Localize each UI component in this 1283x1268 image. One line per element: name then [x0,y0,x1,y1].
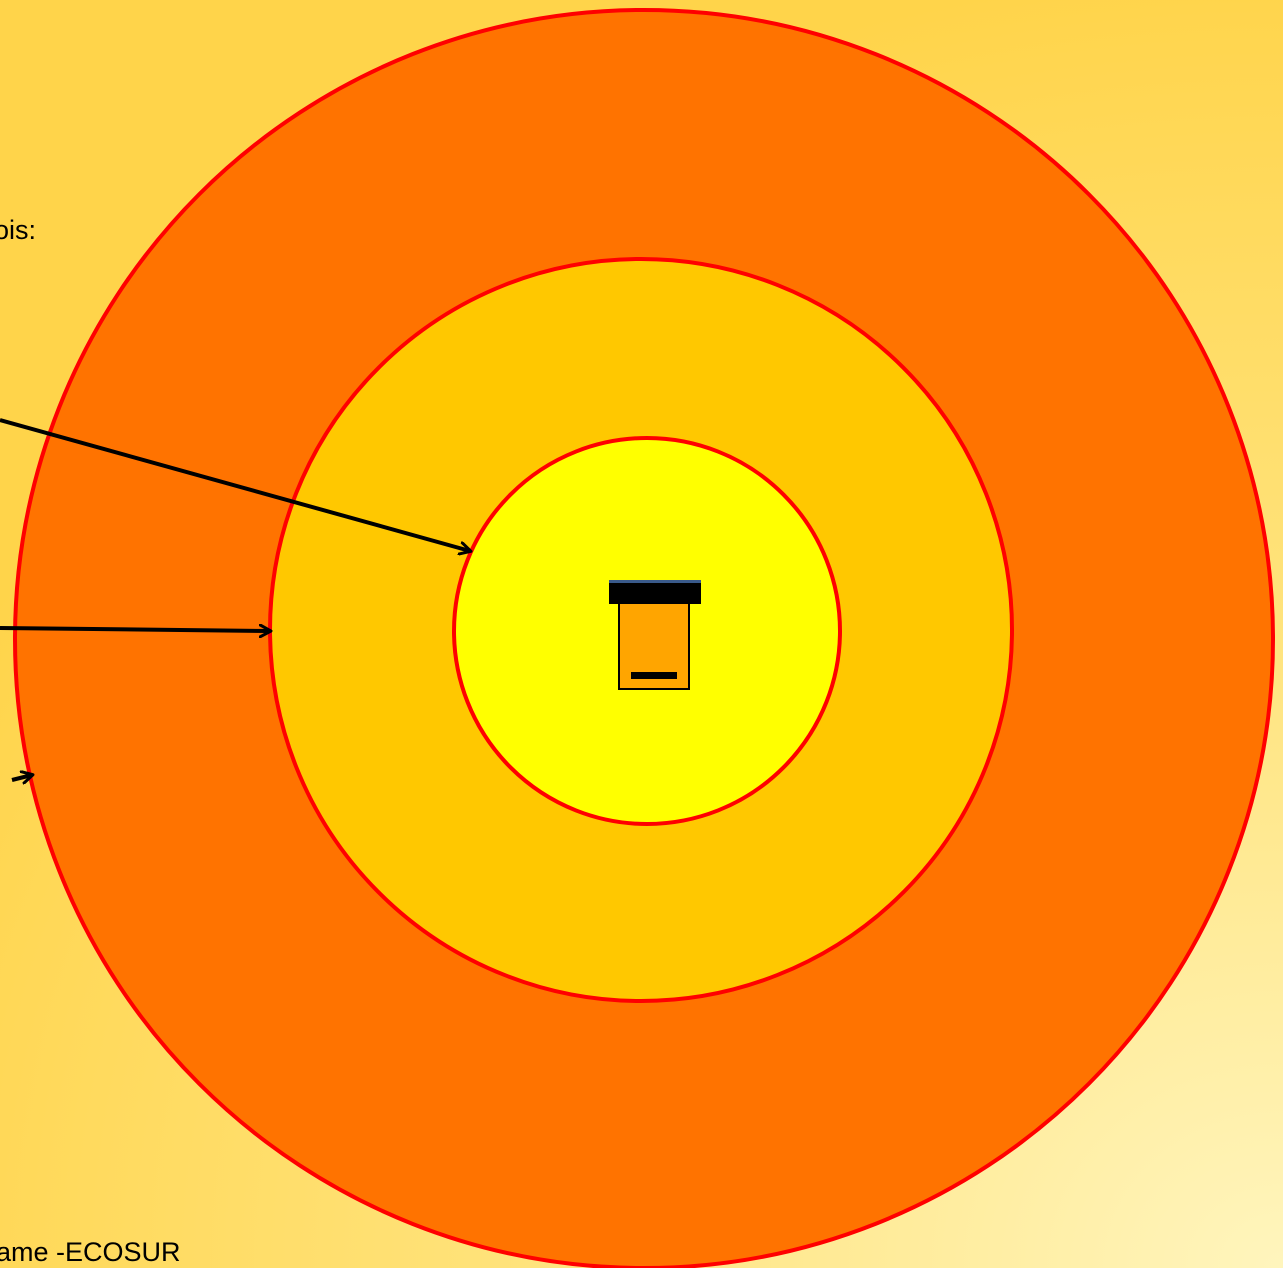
clipped-text-bottom: ame -ECOSUR [0,1236,280,1268]
arrow-icon [0,418,470,551]
beehive-roof [609,580,701,604]
beehive-entrance [631,672,677,679]
clipped-text-top-label: ois: [0,215,37,245]
beehive-roof-edge [609,580,701,583]
arrow-icon [0,628,270,631]
clipped-text-top: ois: [0,214,60,246]
beehive-icon [609,580,701,690]
clipped-text-bottom-label: ame -ECOSUR [0,1237,181,1267]
arrow-icon [11,775,32,780]
